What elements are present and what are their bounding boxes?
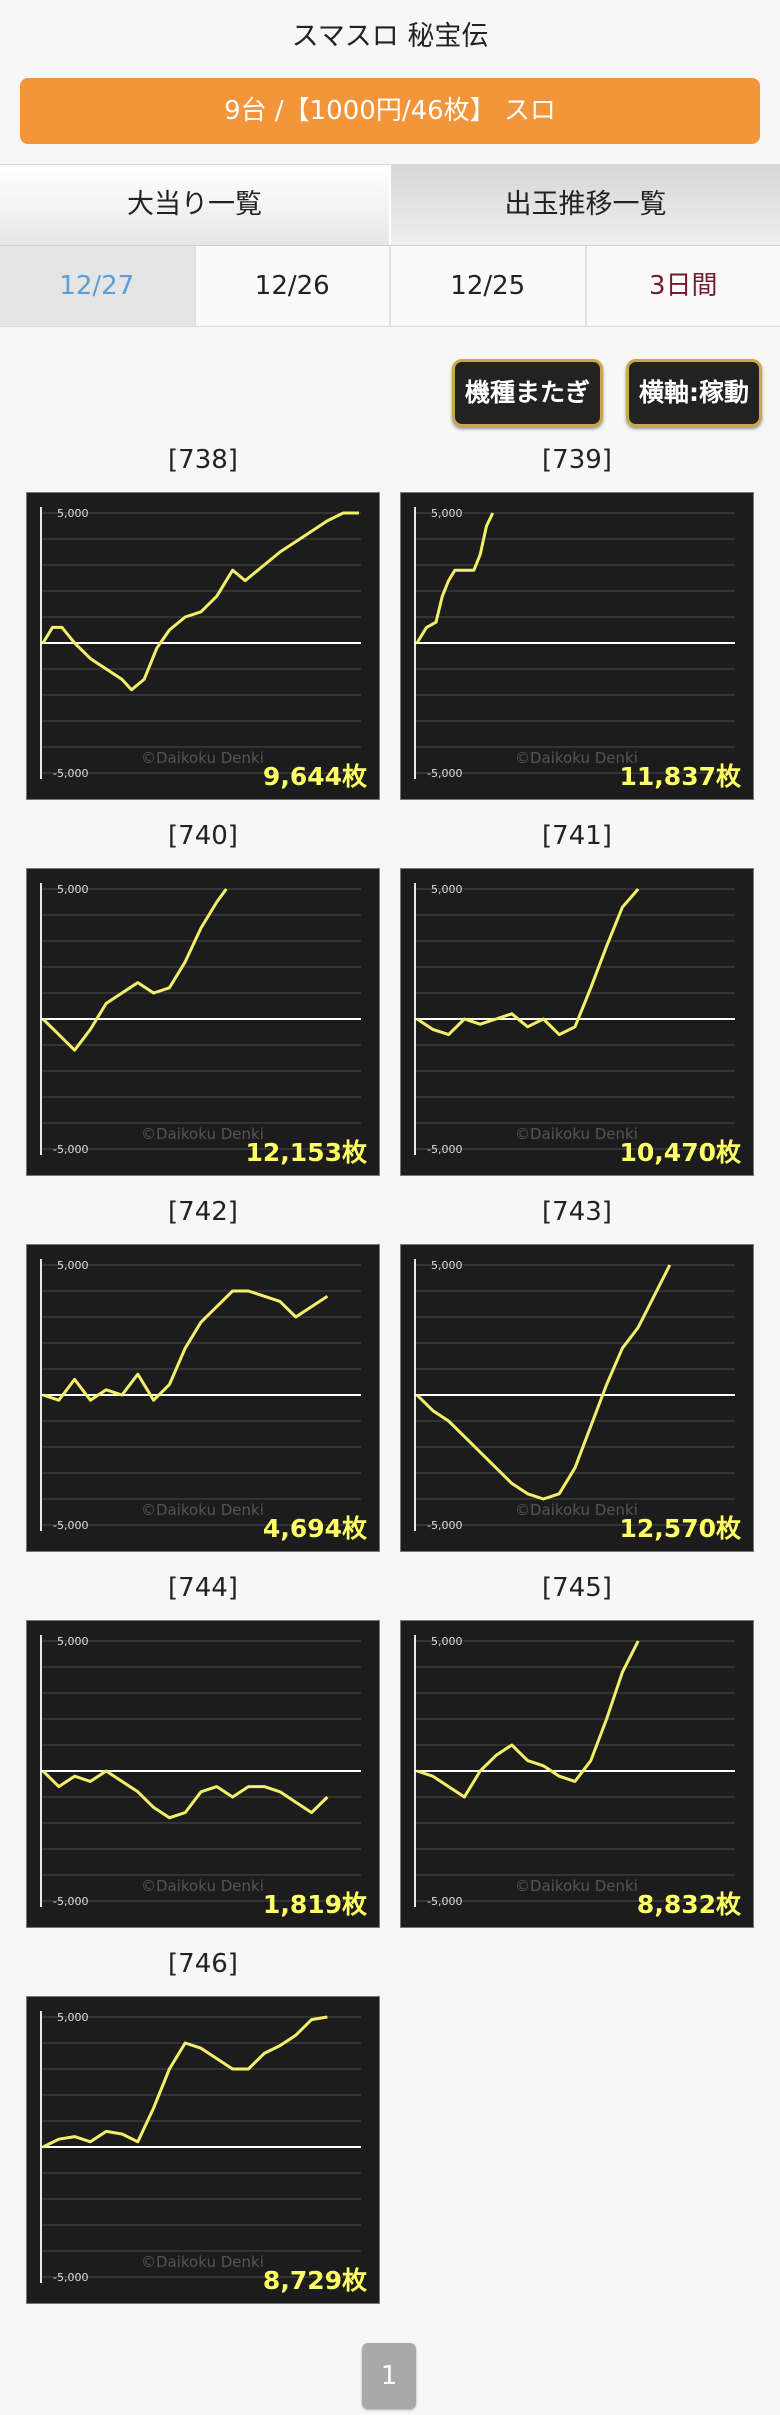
y-tick-label: 5,000 — [57, 1635, 89, 1648]
chart-svg: 5,000 -5,000 ©Daikoku Denki — [40, 507, 361, 780]
watermark: ©Daikoku Denki — [515, 1501, 638, 1519]
chart-svg: 5,000 -5,000 ©Daikoku Denki — [414, 1635, 735, 1908]
y-tick-label: -5,000 — [53, 767, 88, 780]
payout-chart[interactable]: 5,000 -5,000 ©Daikoku Denki 12,153枚 — [26, 868, 380, 1176]
chart-svg: 5,000 -5,000 ©Daikoku Denki — [414, 883, 735, 1156]
option-bar: 機種またぎ 横軸:稼動 — [0, 327, 780, 437]
machine-span-button[interactable]: 機種またぎ — [452, 359, 604, 427]
machine-number: [739] — [542, 445, 612, 475]
payout-chart[interactable]: 5,000 -5,000 ©Daikoku Denki 9,644枚 — [26, 492, 380, 800]
machine-number: [738] — [168, 445, 238, 475]
chart-svg: 5,000 -5,000 ©Daikoku Denki — [40, 2011, 361, 2284]
total-payout: 12,570枚 — [619, 1514, 741, 1543]
y-tick-label: -5,000 — [427, 1143, 462, 1156]
y-tick-label: -5,000 — [427, 767, 462, 780]
tab-date-1225[interactable]: 12/25 — [389, 246, 585, 326]
total-payout: 8,729枚 — [262, 2266, 367, 2295]
machine-number: [745] — [542, 1573, 612, 1603]
main-tabs: 大当り一覧 出玉推移一覧 — [0, 164, 780, 246]
payout-chart[interactable]: 5,000 -5,000 ©Daikoku Denki 8,729枚 — [26, 1996, 380, 2304]
tab-3days[interactable]: 3日間 — [584, 246, 780, 326]
watermark: ©Daikoku Denki — [515, 1877, 638, 1895]
x-axis-toggle-button[interactable]: 横軸:稼動 — [626, 359, 762, 427]
total-payout: 12,153枚 — [245, 1138, 367, 1167]
y-tick-label: -5,000 — [53, 2271, 88, 2284]
date-tabs: 12/27 12/26 12/25 3日間 — [0, 246, 780, 327]
y-tick-label: -5,000 — [53, 1895, 88, 1908]
y-tick-label: -5,000 — [53, 1143, 88, 1156]
watermark: ©Daikoku Denki — [515, 749, 638, 767]
payout-series-line — [415, 512, 495, 644]
payout-series-line — [416, 1640, 640, 1799]
chart-svg: 5,000 -5,000 ©Daikoku Denki — [40, 1259, 361, 1532]
payout-chart[interactable]: 5,000 -5,000 ©Daikoku Denki 4,694枚 — [26, 1244, 380, 1552]
payout-series-line — [42, 2015, 328, 2149]
y-tick-label: 5,000 — [57, 2011, 89, 2024]
payout-series-line — [41, 511, 359, 692]
y-tick-label: 5,000 — [57, 507, 89, 520]
payout-series-line — [41, 1769, 329, 1820]
machine-number: [743] — [542, 1197, 612, 1227]
machine-number: [740] — [168, 821, 238, 851]
watermark: ©Daikoku Denki — [141, 1125, 264, 1143]
total-payout: 8,832枚 — [636, 1890, 741, 1919]
y-tick-label: 5,000 — [57, 883, 89, 896]
payout-series-line — [42, 1289, 329, 1402]
y-tick-label: -5,000 — [427, 1895, 462, 1908]
tab-payout-trend[interactable]: 出玉推移一覧 — [389, 165, 780, 245]
watermark: ©Daikoku Denki — [141, 1501, 264, 1519]
machine-number: [746] — [168, 1949, 238, 1979]
tab-date-1227[interactable]: 12/27 — [0, 246, 194, 326]
payout-chart[interactable]: 5,000 -5,000 ©Daikoku Denki 11,837枚 — [400, 492, 754, 800]
chart-svg: 5,000 -5,000 ©Daikoku Denki — [414, 507, 735, 780]
payout-chart[interactable]: 5,000 -5,000 ©Daikoku Denki 8,832枚 — [400, 1620, 754, 1928]
page-title: スマスロ 秘宝伝 — [291, 21, 489, 52]
tab-jackpot-list[interactable]: 大当り一覧 — [0, 165, 389, 245]
machine-info-button[interactable]: 9台 /【1000円/46枚】 スロ — [20, 78, 760, 144]
total-payout: 11,837枚 — [619, 762, 741, 791]
y-tick-label: 5,000 — [57, 1259, 89, 1272]
page-1-button[interactable]: 1 — [362, 2343, 416, 2409]
y-tick-label: -5,000 — [427, 1519, 462, 1532]
total-payout: 1,819枚 — [262, 1890, 367, 1919]
machine-number: [744] — [168, 1573, 238, 1603]
payout-series-line — [41, 888, 228, 1052]
watermark: ©Daikoku Denki — [141, 749, 264, 767]
watermark: ©Daikoku Denki — [141, 1877, 264, 1895]
tab-date-1226[interactable]: 12/26 — [193, 246, 389, 326]
payout-chart[interactable]: 5,000 -5,000 ©Daikoku Denki 10,470枚 — [400, 868, 754, 1176]
y-tick-label: -5,000 — [53, 1519, 88, 1532]
watermark: ©Daikoku Denki — [515, 1125, 638, 1143]
payout-series-line — [416, 888, 640, 1037]
machine-number: [741] — [542, 821, 612, 851]
payout-chart[interactable]: 5,000 -5,000 ©Daikoku Denki 1,819枚 — [26, 1620, 380, 1928]
payout-chart[interactable]: 5,000 -5,000 ©Daikoku Denki 12,570枚 — [400, 1244, 754, 1552]
y-tick-label: 5,000 — [431, 1259, 463, 1272]
watermark: ©Daikoku Denki — [141, 2253, 264, 2271]
machine-number: [742] — [168, 1197, 238, 1227]
y-tick-label: 5,000 — [431, 1635, 463, 1648]
total-payout: 4,694枚 — [262, 1514, 367, 1543]
chart-svg: 5,000 -5,000 ©Daikoku Denki — [414, 1259, 735, 1532]
chart-svg: 5,000 -5,000 ©Daikoku Denki — [40, 1635, 361, 1908]
chart-svg: 5,000 -5,000 ©Daikoku Denki — [40, 883, 361, 1156]
y-tick-label: 5,000 — [431, 507, 463, 520]
total-payout: 10,470枚 — [619, 1138, 741, 1167]
total-payout: 9,644枚 — [262, 762, 367, 791]
y-tick-label: 5,000 — [431, 883, 463, 896]
payout-series-line — [415, 1264, 672, 1501]
